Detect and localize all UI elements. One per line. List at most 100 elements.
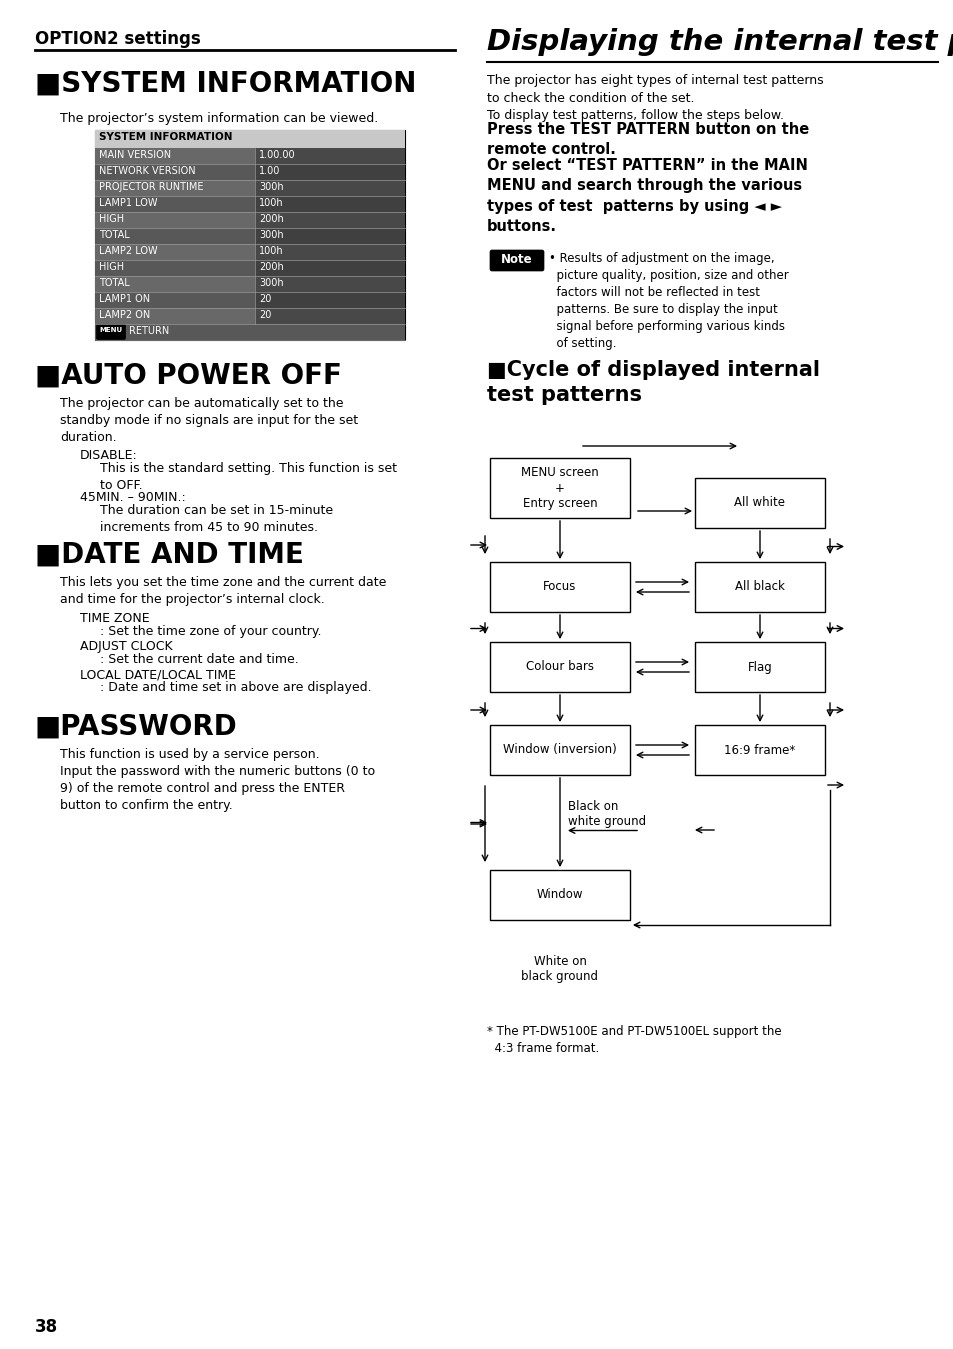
Text: MENU: MENU xyxy=(99,326,122,333)
FancyBboxPatch shape xyxy=(254,165,405,179)
FancyBboxPatch shape xyxy=(695,724,824,774)
FancyBboxPatch shape xyxy=(95,179,405,196)
Text: All white: All white xyxy=(734,496,784,510)
Text: OPTION2 settings: OPTION2 settings xyxy=(35,30,200,49)
Text: 100h: 100h xyxy=(258,198,283,208)
Text: All black: All black xyxy=(735,580,784,594)
Text: • Results of adjustment on the image,
  picture quality, position, size and othe: • Results of adjustment on the image, pi… xyxy=(548,252,788,349)
Text: ■DATE AND TIME: ■DATE AND TIME xyxy=(35,541,304,569)
Text: 45MIN. – 90MIN.:: 45MIN. – 90MIN.: xyxy=(80,491,186,505)
Text: MENU screen
+
Entry screen: MENU screen + Entry screen xyxy=(520,467,598,510)
Text: This function is used by a service person.
Input the password with the numeric b: This function is used by a service perso… xyxy=(60,747,375,812)
Text: This is the standard setting. This function is set
to OFF.: This is the standard setting. This funct… xyxy=(100,461,396,492)
Text: : Set the current date and time.: : Set the current date and time. xyxy=(100,653,298,666)
FancyBboxPatch shape xyxy=(254,244,405,260)
Text: LAMP2 ON: LAMP2 ON xyxy=(99,310,150,320)
FancyBboxPatch shape xyxy=(490,563,629,612)
FancyBboxPatch shape xyxy=(95,130,405,148)
FancyBboxPatch shape xyxy=(254,212,405,228)
Text: MAIN VERSION: MAIN VERSION xyxy=(99,150,171,161)
Text: 38: 38 xyxy=(35,1318,58,1336)
Text: SYSTEM INFORMATION: SYSTEM INFORMATION xyxy=(99,132,233,142)
FancyBboxPatch shape xyxy=(254,308,405,324)
FancyBboxPatch shape xyxy=(95,212,405,228)
Text: ■SYSTEM INFORMATION: ■SYSTEM INFORMATION xyxy=(35,70,416,98)
Text: The projector’s system information can be viewed.: The projector’s system information can b… xyxy=(60,112,377,125)
Text: The projector can be automatically set to the
standby mode if no signals are inp: The projector can be automatically set t… xyxy=(60,397,357,444)
FancyBboxPatch shape xyxy=(95,196,405,212)
FancyBboxPatch shape xyxy=(95,165,405,179)
FancyBboxPatch shape xyxy=(95,148,405,165)
FancyBboxPatch shape xyxy=(490,459,629,518)
FancyBboxPatch shape xyxy=(254,148,405,165)
Text: LOCAL DATE/LOCAL TIME: LOCAL DATE/LOCAL TIME xyxy=(80,668,235,681)
Text: 20: 20 xyxy=(258,310,271,320)
Text: Or select “TEST PATTERN” in the MAIN
MENU and search through the various
types o: Or select “TEST PATTERN” in the MAIN MEN… xyxy=(486,158,807,235)
Text: Window (inversion): Window (inversion) xyxy=(502,743,617,757)
Text: * The PT-DW5100E and PT-DW5100EL support the
  4:3 frame format.: * The PT-DW5100E and PT-DW5100EL support… xyxy=(486,1025,781,1055)
Text: LAMP2 LOW: LAMP2 LOW xyxy=(99,246,157,256)
Text: 1.00: 1.00 xyxy=(258,166,280,175)
FancyBboxPatch shape xyxy=(490,250,543,271)
Text: 20: 20 xyxy=(258,294,271,304)
Text: This lets you set the time zone and the current date
and time for the projector’: This lets you set the time zone and the … xyxy=(60,576,386,606)
Text: Black on
white ground: Black on white ground xyxy=(567,800,645,828)
FancyBboxPatch shape xyxy=(95,277,405,291)
FancyBboxPatch shape xyxy=(254,291,405,308)
FancyBboxPatch shape xyxy=(490,870,629,920)
Text: NETWORK VERSION: NETWORK VERSION xyxy=(99,166,195,175)
FancyBboxPatch shape xyxy=(95,228,405,244)
Text: TIME ZONE: TIME ZONE xyxy=(80,612,150,625)
Text: PROJECTOR RUNTIME: PROJECTOR RUNTIME xyxy=(99,182,203,192)
Text: : Set the time zone of your country.: : Set the time zone of your country. xyxy=(100,625,321,638)
FancyBboxPatch shape xyxy=(95,244,405,260)
Text: Flag: Flag xyxy=(747,661,772,673)
FancyBboxPatch shape xyxy=(95,324,405,340)
Text: 200h: 200h xyxy=(258,262,283,272)
Text: Colour bars: Colour bars xyxy=(525,661,594,673)
Text: LAMP1 ON: LAMP1 ON xyxy=(99,294,150,304)
Text: White on
black ground: White on black ground xyxy=(521,955,598,983)
FancyBboxPatch shape xyxy=(254,260,405,277)
FancyBboxPatch shape xyxy=(95,291,405,308)
FancyBboxPatch shape xyxy=(695,642,824,692)
FancyBboxPatch shape xyxy=(695,563,824,612)
Text: DISABLE:: DISABLE: xyxy=(80,449,137,461)
Text: ADJUST CLOCK: ADJUST CLOCK xyxy=(80,639,172,653)
FancyBboxPatch shape xyxy=(254,277,405,291)
Text: ■Cycle of displayed internal
test patterns: ■Cycle of displayed internal test patter… xyxy=(486,360,820,405)
Text: LAMP1 LOW: LAMP1 LOW xyxy=(99,198,157,208)
Text: TOTAL: TOTAL xyxy=(99,278,130,287)
Text: 300h: 300h xyxy=(258,182,283,192)
Text: 300h: 300h xyxy=(258,229,283,240)
Text: Window: Window xyxy=(537,889,582,901)
FancyBboxPatch shape xyxy=(95,130,405,340)
Text: The duration can be set in 15-minute
increments from 45 to 90 minutes.: The duration can be set in 15-minute inc… xyxy=(100,505,333,534)
Text: 1.00.00: 1.00.00 xyxy=(258,150,295,161)
FancyBboxPatch shape xyxy=(490,724,629,774)
Text: 16:9 frame*: 16:9 frame* xyxy=(723,743,795,757)
FancyBboxPatch shape xyxy=(695,478,824,527)
FancyBboxPatch shape xyxy=(254,228,405,244)
FancyBboxPatch shape xyxy=(95,260,405,277)
Text: 200h: 200h xyxy=(258,214,283,224)
Text: HIGH: HIGH xyxy=(99,214,124,224)
FancyBboxPatch shape xyxy=(490,642,629,692)
Text: HIGH: HIGH xyxy=(99,262,124,272)
Text: Press the TEST PATTERN button on the
remote control.: Press the TEST PATTERN button on the rem… xyxy=(486,121,808,158)
Text: : Date and time set in above are displayed.: : Date and time set in above are display… xyxy=(100,681,372,693)
Text: ■PASSWORD: ■PASSWORD xyxy=(35,714,237,741)
Text: Displaying the internal test pattern: Displaying the internal test pattern xyxy=(486,28,953,57)
FancyBboxPatch shape xyxy=(95,308,405,324)
Text: 300h: 300h xyxy=(258,278,283,287)
Text: The projector has eight types of internal test patterns
to check the condition o: The projector has eight types of interna… xyxy=(486,74,822,121)
FancyBboxPatch shape xyxy=(96,325,126,340)
Text: Focus: Focus xyxy=(543,580,576,594)
FancyBboxPatch shape xyxy=(254,196,405,212)
Text: TOTAL: TOTAL xyxy=(99,229,130,240)
Text: 100h: 100h xyxy=(258,246,283,256)
Text: ■AUTO POWER OFF: ■AUTO POWER OFF xyxy=(35,362,341,390)
FancyBboxPatch shape xyxy=(254,179,405,196)
Text: Note: Note xyxy=(500,254,533,266)
Text: RETURN: RETURN xyxy=(129,326,169,336)
